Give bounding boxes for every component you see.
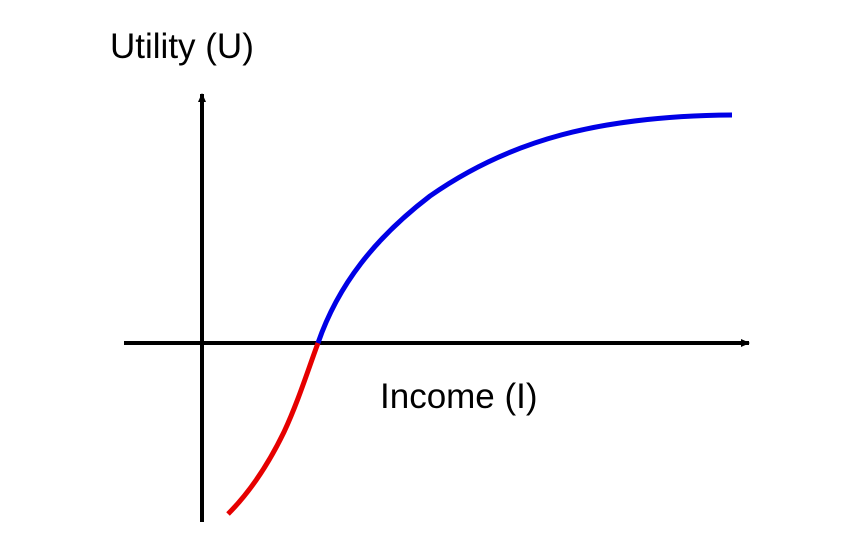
- positive-utility-curve: [315, 112, 733, 344]
- negative-utility-curve: [226, 342, 321, 516]
- x-axis-label: Income (I): [380, 377, 538, 416]
- y-axis-label: Utility (U): [110, 27, 254, 66]
